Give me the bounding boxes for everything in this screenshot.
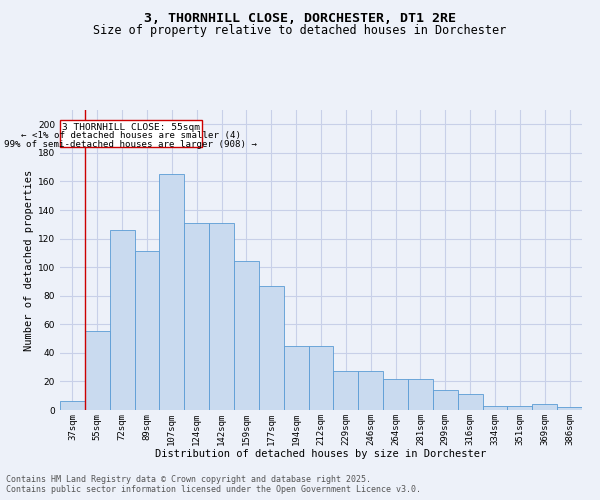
Bar — [110, 230, 134, 410]
Bar — [308, 346, 334, 410]
FancyBboxPatch shape — [60, 120, 202, 147]
Bar — [532, 404, 557, 410]
Bar — [458, 394, 482, 410]
Bar — [358, 372, 383, 410]
Text: Size of property relative to detached houses in Dorchester: Size of property relative to detached ho… — [94, 24, 506, 37]
Bar — [482, 406, 508, 410]
Text: 99% of semi-detached houses are larger (908) →: 99% of semi-detached houses are larger (… — [4, 140, 257, 149]
Bar — [60, 402, 85, 410]
Bar — [184, 223, 209, 410]
Bar — [259, 286, 284, 410]
Bar — [85, 332, 110, 410]
Bar — [209, 223, 234, 410]
Bar — [433, 390, 458, 410]
Bar — [160, 174, 184, 410]
Bar — [284, 346, 308, 410]
Y-axis label: Number of detached properties: Number of detached properties — [24, 170, 34, 350]
Text: 3 THORNHILL CLOSE: 55sqm: 3 THORNHILL CLOSE: 55sqm — [62, 123, 200, 132]
Text: ← <1% of detached houses are smaller (4): ← <1% of detached houses are smaller (4) — [21, 132, 241, 140]
Bar — [383, 378, 408, 410]
Bar — [234, 262, 259, 410]
Bar — [508, 406, 532, 410]
X-axis label: Distribution of detached houses by size in Dorchester: Distribution of detached houses by size … — [155, 449, 487, 459]
Bar — [334, 372, 358, 410]
Bar — [557, 407, 582, 410]
Text: Contains public sector information licensed under the Open Government Licence v3: Contains public sector information licen… — [6, 485, 421, 494]
Bar — [134, 252, 160, 410]
Text: 3, THORNHILL CLOSE, DORCHESTER, DT1 2RE: 3, THORNHILL CLOSE, DORCHESTER, DT1 2RE — [144, 12, 456, 26]
Bar — [408, 378, 433, 410]
Text: Contains HM Land Registry data © Crown copyright and database right 2025.: Contains HM Land Registry data © Crown c… — [6, 475, 371, 484]
